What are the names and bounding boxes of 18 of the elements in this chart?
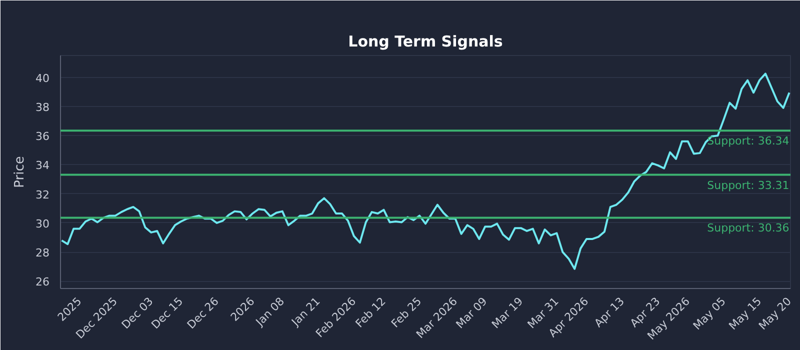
y-tick-label: 36	[36, 130, 50, 144]
y-tick-label: 26	[36, 276, 50, 289]
y-tick-label: 34	[36, 159, 50, 172]
y-tick-label: 32	[36, 188, 50, 202]
y-axis-title: Price	[12, 156, 28, 188]
x-tick-label: Dec 26	[184, 294, 222, 332]
ref-line-label: Support: 33.31	[707, 178, 790, 192]
x-tick-label: Mar 19	[489, 294, 526, 332]
x-tick-label: Jan 08	[252, 294, 287, 330]
line-series	[60, 72, 790, 270]
ref-line-label: Support: 36.34	[707, 134, 790, 148]
y-tick-label: 28	[36, 246, 50, 260]
chart-title: Long Term Signals	[348, 32, 503, 50]
y-tick-label: 40	[36, 72, 50, 85]
y-tick-label: 30	[36, 217, 50, 230]
x-tick-label: Apr 13	[592, 294, 627, 330]
y-tick-label: 38	[36, 100, 50, 114]
ref-line-label: Support: 30.36	[707, 222, 790, 235]
